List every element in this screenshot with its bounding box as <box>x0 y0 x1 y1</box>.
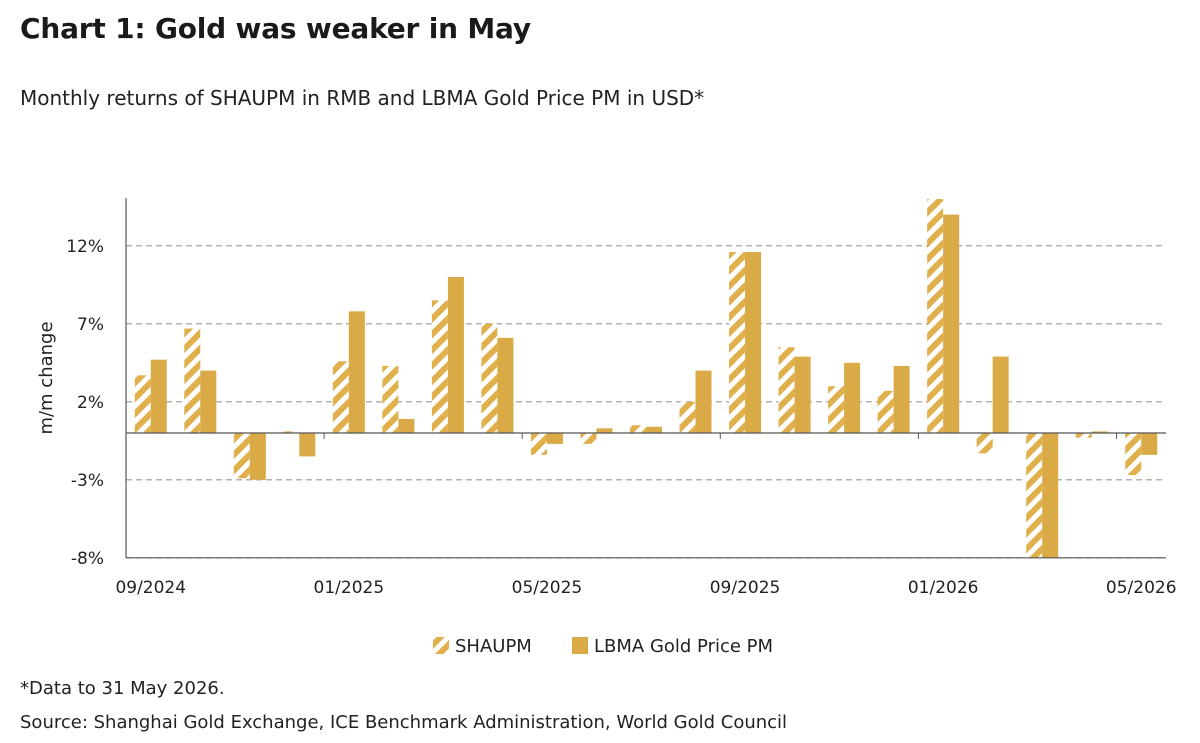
x-tick-label: 09/2024 <box>115 578 186 598</box>
bar-lbma-03-2026 <box>1042 433 1059 558</box>
bar-shaupm-03-2025 <box>431 300 448 433</box>
y-tick-label: -3% <box>71 471 104 491</box>
bar-shaupm-09-2024 <box>134 375 151 433</box>
bars <box>134 199 1158 558</box>
bar-shaupm-07-2025 <box>630 425 646 433</box>
y-tick-labels: 12% 7% 2% -3% -8% <box>66 237 104 569</box>
bar-lbma-03-2025 <box>447 277 464 433</box>
bar-lbma-02-2025 <box>398 418 415 433</box>
bar-shaupm-10-2025 <box>778 347 795 433</box>
x-tick-label: 05/2026 <box>1106 578 1177 598</box>
legend-label-lbma: LBMA Gold Price PM <box>594 636 773 657</box>
bar-shaupm-02-2026 <box>976 433 993 454</box>
legend: SHAUPM LBMA Gold Price PM <box>433 636 773 657</box>
chart-title: Chart 1: Gold was weaker in May <box>20 12 531 45</box>
x-tick-label: 09/2025 <box>710 578 781 598</box>
bar-shaupm-12-2024 <box>283 431 300 433</box>
bar-lbma-04-2026 <box>1091 431 1108 433</box>
bar-shaupm-05-2026 <box>1125 433 1142 476</box>
axes <box>125 198 1166 559</box>
y-tick-label: 2% <box>77 393 104 413</box>
y-tick-label: 12% <box>66 237 104 257</box>
legend-swatch-shaupm <box>433 637 449 654</box>
y-axis-label: m/m change <box>36 321 57 434</box>
footnote: *Data to 31 May 2026. <box>20 678 225 699</box>
bar-shaupm-11-2025 <box>828 386 845 433</box>
legend-label-shaupm: SHAUPM <box>455 636 532 657</box>
bar-lbma-12-2025 <box>893 365 910 433</box>
bar-shaupm-05-2025 <box>530 433 547 455</box>
source-note: Source: Shanghai Gold Exchange, ICE Benc… <box>20 712 788 733</box>
bar-lbma-09-2024 <box>150 359 167 433</box>
bar-lbma-11-2024 <box>249 433 266 480</box>
bar-lbma-01-2026 <box>943 214 960 433</box>
y-tick-label: -8% <box>71 549 104 569</box>
bar-shaupm-03-2026 <box>1026 433 1043 558</box>
chart-subtitle: Monthly returns of SHAUPM in RMB and LBM… <box>20 86 705 110</box>
bar-shaupm-02-2025 <box>382 365 399 433</box>
bar-shaupm-12-2025 <box>877 390 894 433</box>
bar-shaupm-04-2026 <box>1075 433 1092 438</box>
legend-swatch-lbma <box>572 637 588 654</box>
x-tick-label: 01/2025 <box>314 578 385 598</box>
bar-shaupm-10-2024 <box>184 328 201 433</box>
y-tick-label: 7% <box>77 315 104 335</box>
bar-lbma-12-2024 <box>299 433 316 457</box>
x-tick-label: 01/2026 <box>908 578 979 598</box>
bar-chart: 12%7%2%-3%-8% 09/2024 01/2025 05/2025 09/20… <box>36 198 1177 657</box>
bar-lbma-07-2025 <box>646 426 662 433</box>
bar-shaupm-01-2026 <box>927 199 944 433</box>
bar-shaupm-01-2025 <box>332 361 349 433</box>
x-tick-labels: 09/2024 01/2025 05/2025 09/2025 01/2026 05/20… <box>115 578 1176 598</box>
bar-shaupm-11-2024 <box>233 433 250 479</box>
bar-lbma-05-2026 <box>1141 433 1158 455</box>
bar-lbma-10-2025 <box>794 356 811 433</box>
bar-lbma-04-2025 <box>497 337 514 433</box>
x-tick-label: 05/2025 <box>512 578 583 598</box>
bar-lbma-02-2026 <box>992 356 1009 433</box>
bar-lbma-10-2024 <box>200 370 217 433</box>
bar-lbma-09-2025 <box>745 252 762 433</box>
bar-lbma-06-2025 <box>596 428 613 433</box>
bar-lbma-01-2025 <box>348 311 365 433</box>
bar-lbma-05-2025 <box>546 433 563 444</box>
bar-lbma-11-2025 <box>844 362 861 433</box>
bar-shaupm-08-2025 <box>679 401 696 433</box>
bar-shaupm-06-2025 <box>580 433 597 444</box>
bar-lbma-08-2025 <box>695 370 712 433</box>
bar-shaupm-09-2025 <box>729 252 746 433</box>
grid-lines <box>126 245 1166 559</box>
bar-shaupm-04-2025 <box>481 323 498 433</box>
